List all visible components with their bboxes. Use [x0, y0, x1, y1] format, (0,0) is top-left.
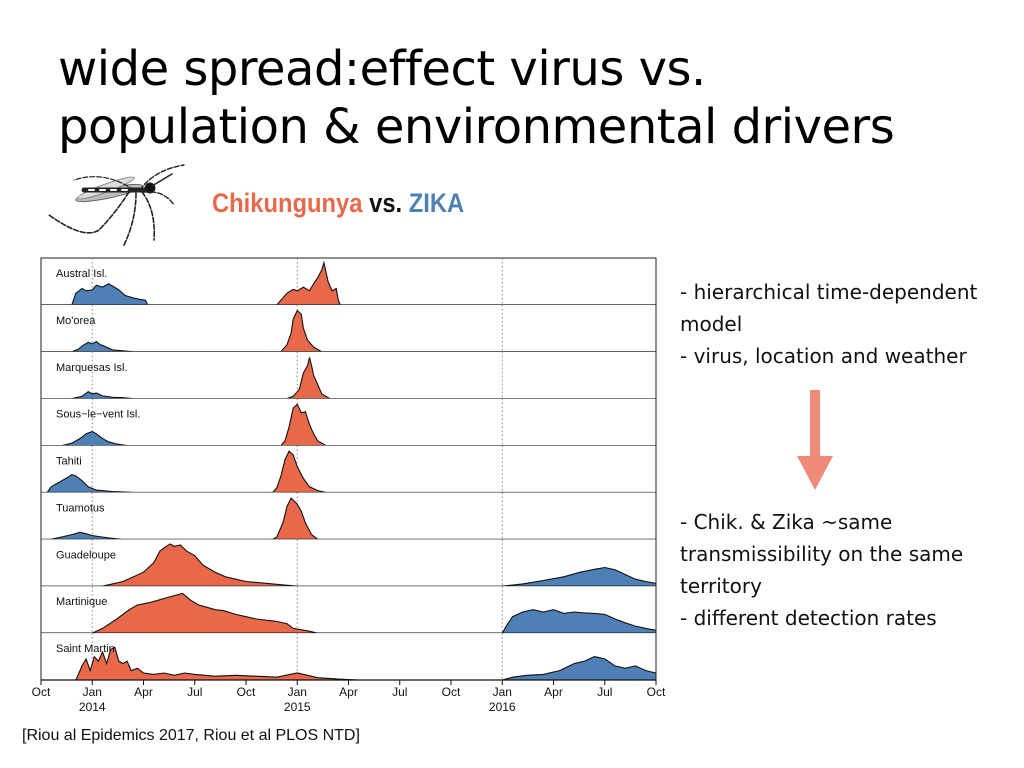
x-tick-label: Oct [647, 685, 666, 699]
line-zika [71, 283, 149, 306]
area-zika [502, 656, 656, 680]
x-year-label: 2016 [489, 700, 516, 714]
line-zika [502, 566, 657, 587]
panel-background [41, 398, 656, 446]
area-zika [47, 474, 134, 493]
panel-background [41, 445, 656, 493]
slide-title-line1: wide spread:effect virus vs. [58, 41, 706, 97]
subtitle-chikungunya: Chikungunya [212, 188, 363, 218]
x-tick-label: Apr [339, 685, 358, 699]
x-tick-label: Oct [442, 685, 461, 699]
area-chikungunya [272, 498, 318, 540]
panel-label: Tahiti [56, 456, 82, 468]
x-tick-label: Apr [134, 685, 153, 699]
arrow-down-icon [797, 390, 833, 490]
x-year-label: 2014 [79, 700, 106, 714]
note-line: - different detection rates [680, 606, 937, 630]
slide-title-line2: population & environmental drivers [58, 99, 895, 155]
citation: [Riou al Epidemics 2017, Riou et al PLOS… [22, 727, 360, 744]
line-chikungunya [280, 309, 323, 353]
mosquito-icon [48, 164, 185, 246]
panel-background [41, 258, 656, 305]
area-chikungunya [272, 451, 326, 493]
note-line: territory [680, 574, 762, 598]
panel-label: Martinique [56, 596, 107, 608]
panel-background [41, 351, 656, 399]
line-zika [51, 531, 122, 540]
line-chikungunya [92, 592, 318, 634]
x-tick-label: Jan [288, 685, 307, 699]
line-chikungunya [272, 450, 327, 493]
note-line: - virus, location and weather [680, 344, 967, 368]
ridgeline-chart: Austral Isl. Mo'orea Marquesas Isl. Sous−le… [32, 257, 666, 714]
panel-background [41, 492, 656, 540]
area-zika [71, 341, 134, 352]
line-chikungunya [286, 357, 331, 400]
note-line: - Chik. & Zika ~same [680, 510, 893, 534]
x-tick-label: Jan [493, 685, 512, 699]
area-zika [61, 431, 128, 446]
area-chikungunya [276, 262, 341, 305]
line-chikungunya [102, 543, 298, 587]
line-zika [61, 430, 128, 447]
line-chikungunya [276, 260, 341, 306]
panel-label: Sous−le−vent Isl. [56, 409, 140, 421]
panel-label: Guadeloupe [56, 549, 116, 561]
area-zika [502, 609, 656, 634]
panel-label: Saint Martin [56, 643, 115, 655]
slide-title: wide spread:effect virus vs. population … [58, 40, 1008, 156]
area-zika [71, 391, 134, 399]
panel-label: Mo'orea [56, 315, 96, 327]
x-tick-label: Jan [83, 685, 102, 699]
panel-label: Austral Isl. [56, 268, 107, 280]
line-zika [501, 609, 657, 634]
x-tick-label: Apr [544, 685, 563, 699]
line-chikungunya [75, 646, 359, 681]
panel-label: Tuamotus [56, 502, 105, 514]
line-zika [71, 390, 134, 400]
line-chikungunya [280, 403, 327, 447]
notes-bottom: - Chik. & Zika ~same transmissibility on… [680, 506, 963, 634]
x-tick-label: Jul [597, 685, 612, 699]
area-zika [71, 283, 148, 305]
subtitle-zika: ZIKA [408, 188, 465, 218]
x-tick-label: Oct [32, 685, 51, 699]
notes-top: - hierarchical time-dependent model - vi… [680, 276, 977, 372]
area-chikungunya [102, 544, 298, 587]
note-line: model [680, 312, 743, 336]
x-tick-label: Oct [237, 685, 256, 699]
area-chikungunya [75, 647, 359, 680]
line-zika [502, 656, 657, 681]
panel-label: Marquesas Isl. [56, 362, 128, 374]
x-tick-label: Jul [187, 685, 202, 699]
subtitle-vs: vs. [369, 188, 403, 218]
chart-subtitle: Chikungunya vs. ZIKA [212, 188, 464, 219]
line-zika [71, 340, 134, 353]
note-line: - hierarchical time-dependent [680, 280, 978, 304]
x-year-label: 2015 [284, 700, 311, 714]
area-chikungunya [280, 310, 322, 352]
x-tick-label: Jul [392, 685, 407, 699]
line-chikungunya [272, 497, 319, 540]
panel-background [41, 304, 656, 352]
line-zika [46, 473, 134, 493]
note-line: transmissibility on the same [680, 542, 964, 566]
